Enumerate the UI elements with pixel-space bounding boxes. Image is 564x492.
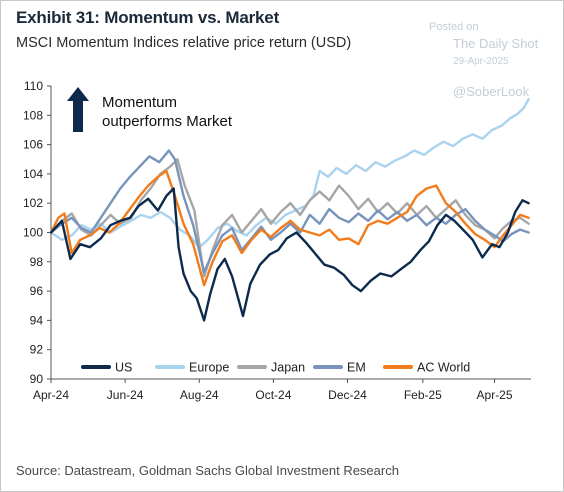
- y-tick-label: 106: [23, 138, 43, 152]
- y-tick-label: 108: [23, 108, 43, 122]
- y-tick-label: 100: [23, 226, 43, 240]
- watermark-handle: @SoberLook: [453, 84, 530, 99]
- source-note: Source: Datastream, Goldman Sachs Global…: [16, 463, 399, 478]
- annotation-line-2: outperforms Market: [102, 113, 233, 130]
- x-tick-label: Apr-24: [33, 388, 69, 402]
- y-tick-label: 104: [23, 167, 43, 181]
- legend-label: AC World: [417, 361, 470, 375]
- legend-label: US: [115, 361, 132, 375]
- legend-label: Europe: [189, 361, 229, 375]
- legend-item-europe: Europe: [155, 361, 229, 375]
- y-axis: 90 92 94 96 98 100 102 104 106 108 110: [23, 79, 52, 386]
- y-tick-label: 90: [30, 372, 44, 386]
- y-tick-label: 98: [30, 255, 44, 269]
- legend-label: EM: [347, 361, 366, 375]
- legend-item-japan: Japan: [237, 361, 305, 375]
- watermark-site: The Daily Shot: [453, 36, 539, 51]
- x-axis: Apr-24 Jun-24 Aug-24 Oct-24 Dec-24 Feb-25 Apr-…: [33, 378, 531, 402]
- chart-subtitle: MSCI Momentum Indices relative price ret…: [16, 35, 352, 51]
- legend-item-ac-world: AC World: [383, 361, 470, 375]
- legend: US Europe Japan EM AC World: [81, 361, 470, 375]
- legend-label: Japan: [271, 361, 305, 375]
- series-line-europe: [49, 98, 530, 249]
- series-line-us: [49, 187, 530, 322]
- x-tick-label: Apr-25: [477, 388, 513, 402]
- up-arrow-icon: [67, 87, 89, 132]
- x-tick-label: Aug-24: [180, 388, 219, 402]
- x-tick-label: Feb-25: [404, 388, 442, 402]
- series-layer: [49, 98, 530, 322]
- chart-title: Exhibit 31: Momentum vs. Market: [16, 8, 280, 27]
- watermark-date: 29-Apr-2025: [453, 56, 509, 67]
- legend-item-em: EM: [313, 361, 366, 375]
- x-tick-label: Jun-24: [107, 388, 144, 402]
- legend-item-us: US: [81, 361, 132, 375]
- y-tick-label: 110: [24, 79, 43, 93]
- watermark-posted-on: Posted on: [429, 21, 479, 33]
- y-tick-label: 94: [30, 313, 44, 327]
- series-line-em: [49, 149, 530, 274]
- y-tick-label: 102: [23, 196, 43, 210]
- series-line-ac-world: [49, 169, 530, 287]
- x-tick-label: Dec-24: [328, 388, 367, 402]
- momentum-annotation: Momentum outperforms Market: [67, 87, 233, 132]
- annotation-line-1: Momentum: [102, 94, 177, 111]
- x-tick-label: Oct-24: [255, 388, 291, 402]
- y-tick-label: 92: [30, 343, 44, 357]
- y-tick-label: 96: [30, 284, 44, 298]
